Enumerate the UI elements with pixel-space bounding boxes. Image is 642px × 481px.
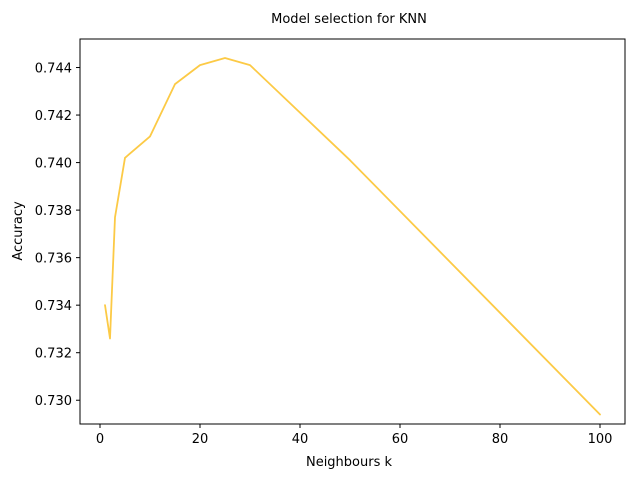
x-tick-label: 80 [492,432,509,447]
x-tick-label: 60 [392,432,409,447]
chart-title: Model selection for KNN [271,12,427,27]
y-axis-ticks: 0.730 0.732 0.734 0.736 0.738 0.740 0.742 0.744 [35,62,80,409]
y-tick-label: 0.740 [35,157,72,172]
x-tick-label: 0 [96,432,104,447]
y-tick-label: 0.730 [35,394,72,409]
y-tick-label: 0.742 [35,109,72,124]
plot-area-frame [79,38,626,425]
y-tick-label: 0.732 [35,347,72,362]
y-tick-label: 0.736 [35,252,72,267]
x-tick-label: 40 [292,432,309,447]
x-tick-label: 20 [192,432,209,447]
x-axis-ticks: 0 20 40 60 80 100 [96,424,613,447]
accuracy-line [104,57,601,416]
series-layer [104,57,601,416]
y-axis-label: Accuracy [11,201,26,261]
x-tick-label: 100 [588,432,613,447]
y-tick-label: 0.738 [35,204,72,219]
y-tick-label: 0.744 [35,62,72,77]
x-axis-label: Neighbours k [306,455,393,470]
y-tick-label: 0.734 [35,299,72,314]
